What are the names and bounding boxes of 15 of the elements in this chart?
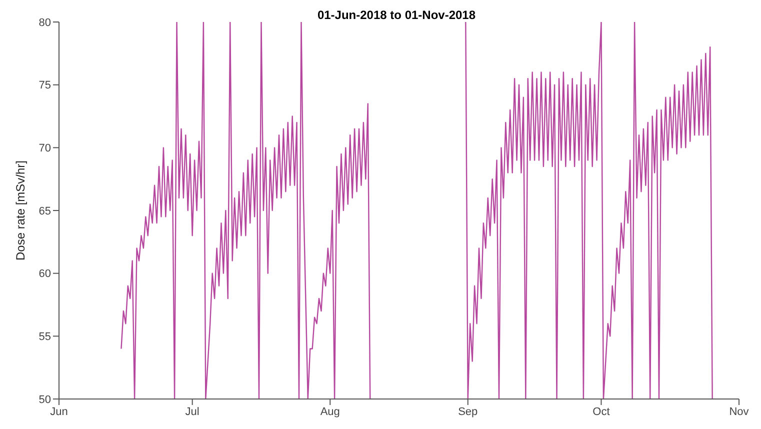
x-tick-label: Jun bbox=[50, 406, 68, 418]
y-axis-title: Dose rate [mSv/hr] bbox=[13, 160, 28, 261]
x-tick-label: Aug bbox=[320, 406, 340, 418]
y-tick-label: 65 bbox=[38, 205, 51, 218]
y-tick-label: 75 bbox=[38, 80, 51, 92]
x-tick-label: Nov bbox=[729, 406, 750, 418]
x-tick-label: Sep bbox=[458, 406, 478, 418]
y-tick-label: 80 bbox=[38, 16, 51, 29]
y-tick-label: 70 bbox=[38, 142, 51, 155]
x-tick-label: Oct bbox=[592, 406, 610, 418]
y-tick-label: 55 bbox=[38, 331, 51, 344]
y-tick-label: 60 bbox=[38, 268, 51, 280]
y-tick-label: 50 bbox=[38, 394, 51, 406]
chart-title: 01-Jun-2018 to 01-Nov-2018 bbox=[316, 8, 477, 22]
x-tick-label: Jul bbox=[185, 406, 200, 418]
